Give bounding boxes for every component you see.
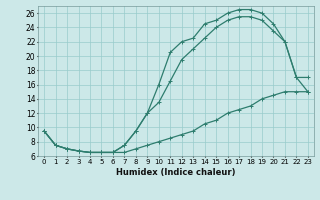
X-axis label: Humidex (Indice chaleur): Humidex (Indice chaleur) bbox=[116, 168, 236, 177]
